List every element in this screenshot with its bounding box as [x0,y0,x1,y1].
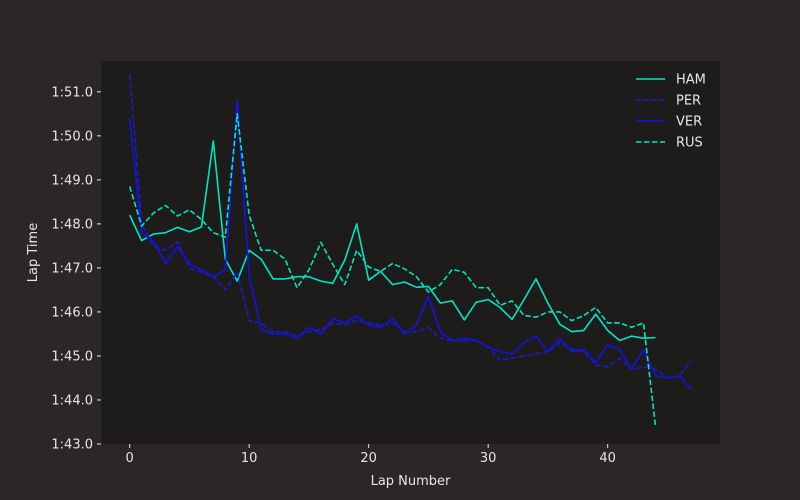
y-tick-label: 1:48.0 [51,217,93,232]
legend-label-rus: RUS [676,136,703,151]
y-tick-label: 1:45.0 [51,349,93,364]
x-tick-label: 20 [360,451,377,466]
series-line-per [128,74,692,379]
x-tick-label: 30 [480,451,497,466]
series-line-ham [128,140,656,342]
legend: HAM PER VER RUS [636,73,706,151]
y-tick-label: 1:51.0 [51,85,93,100]
plot-area [101,61,720,444]
series-line-rus [128,113,657,427]
x-tick-label: 0 [126,451,134,466]
series-layer [128,74,692,427]
legend-label-ver: VER [676,115,702,130]
x-axis-label: Lap Number [371,474,451,489]
y-tick-label: 1:43.0 [51,438,93,453]
y-axis-label: Lap Time [26,223,41,282]
legend-label-per: PER [676,94,701,109]
y-tick-label: 1:46.0 [51,305,93,320]
x-tick-label: 40 [599,451,616,466]
legend-label-ham: HAM [676,73,706,88]
y-tick-label: 1:50.0 [51,129,93,144]
y-tick-label: 1:47.0 [51,261,93,276]
y-tick-label: 1:44.0 [51,393,93,408]
x-tick-label: 10 [241,451,258,466]
series-line-ver [128,99,692,390]
y-tick-label: 1:49.0 [51,173,93,188]
axes: 0 10 20 30 40 1:43.0 1:44.0 1:45.0 1:46.0 1:47.0 1… [51,85,616,466]
